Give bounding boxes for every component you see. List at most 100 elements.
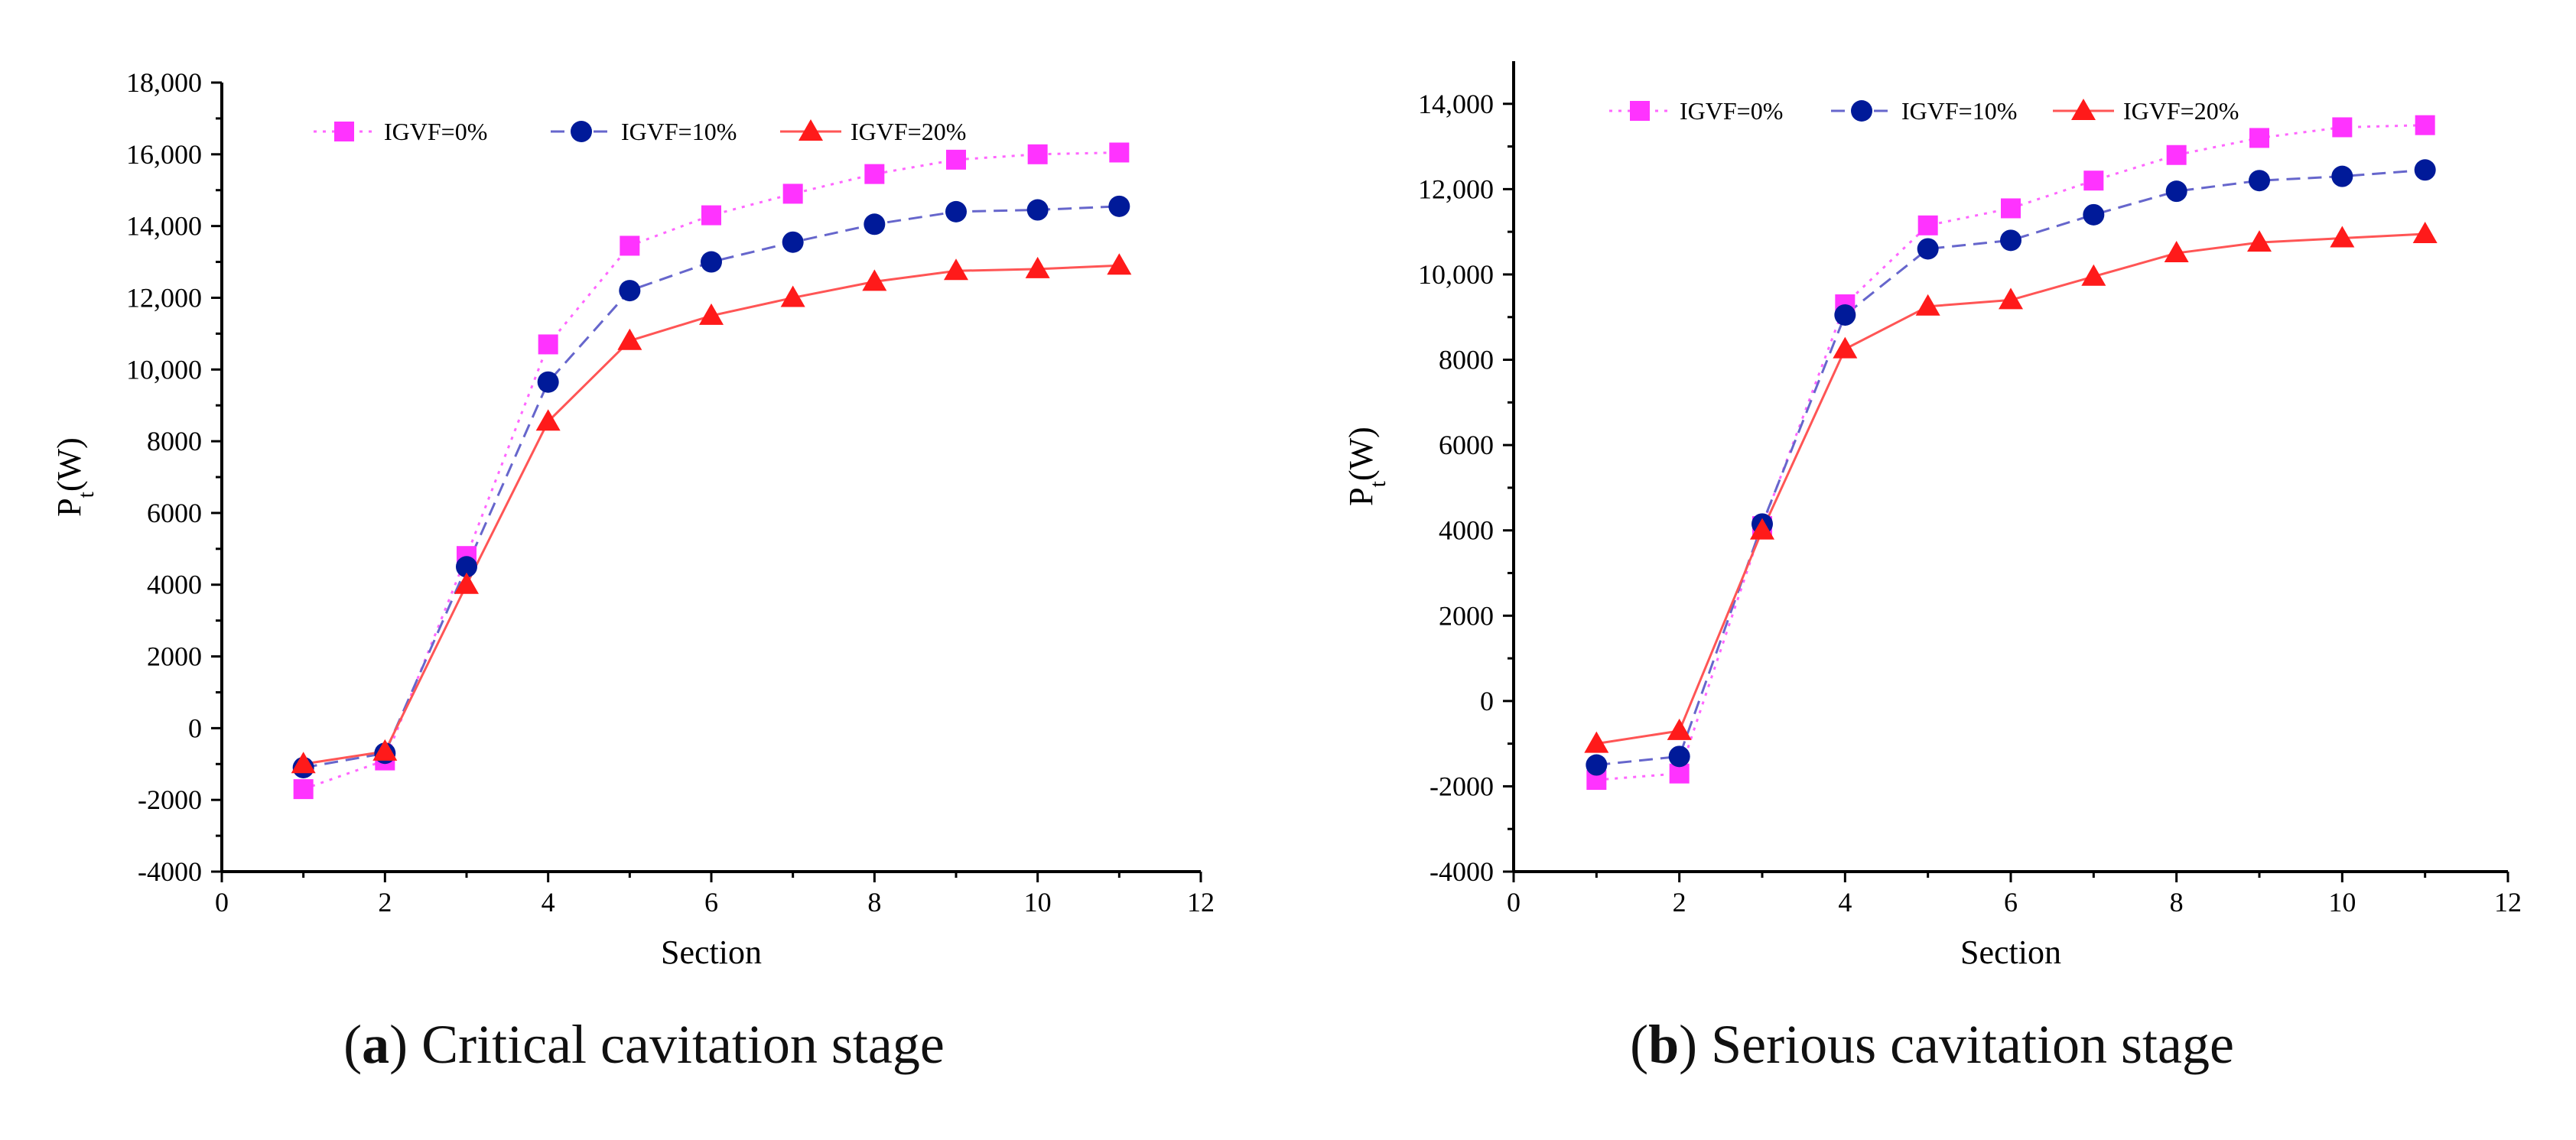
chart-a-y-tick-label: 0	[188, 713, 202, 743]
chart-b-point-igvf-20	[2164, 241, 2189, 263]
chart-b-point-igvf-20	[2081, 264, 2106, 286]
chart-a-y-tick-label: 4000	[147, 570, 202, 600]
chart-a-point-igvf-20	[535, 409, 561, 431]
chart-b-point-igvf-20	[1999, 287, 2023, 310]
chart-a-legend: IGVF=0% IGVF=10% IGVF=20%	[314, 118, 966, 145]
chart-b-legend-marker-igvf-10	[1851, 100, 1872, 122]
chart-a-point-igvf-10	[782, 231, 804, 253]
panel-a: -4000 -2000 0 2000 4000 6000 8000 10,000 12,000 1…	[50, 67, 1215, 1075]
chart-a-point-igvf-0	[620, 235, 640, 256]
chart-a-point-igvf-20	[780, 285, 805, 307]
chart-b-x-tick-label: 12	[2494, 887, 2522, 918]
chart-a-legend-marker-igvf-20	[798, 119, 823, 141]
chart-a-y-axis-title-main: P	[50, 498, 88, 516]
chart-b-point-igvf-10	[2414, 159, 2436, 181]
caption-b-letter: b	[1648, 1014, 1680, 1075]
chart-a-point-igvf-0	[1109, 142, 1130, 163]
chart-a-x-axis-title: Section	[661, 934, 762, 971]
chart-a: -4000 -2000 0 2000 4000 6000 8000 10,000 12,000 1…	[50, 67, 1215, 971]
chart-b-point-igvf-10	[1917, 238, 1939, 260]
chart-a-point-igvf-20	[862, 269, 887, 291]
chart-b-y-axis-title-sub: t	[1365, 480, 1390, 487]
chart-b-y-tick-label: 12,000	[1418, 174, 1494, 204]
chart-a-y-tick-label: 6000	[147, 498, 202, 528]
chart-a-legend-label-igvf-10: IGVF=10%	[621, 118, 737, 145]
chart-b-point-igvf-0	[2415, 115, 2435, 135]
chart-a-point-igvf-0	[946, 149, 966, 170]
chart-a-point-igvf-0	[293, 779, 314, 800]
chart-a-x-tick-label: 12	[1187, 887, 1215, 918]
chart-a-point-igvf-0	[538, 334, 558, 355]
chart-a-series-line-igvf-0	[303, 151, 1120, 791]
chart-a-point-igvf-20	[1025, 256, 1050, 278]
chart-b-point-igvf-10	[1668, 745, 1690, 768]
chart-a-point-igvf-0	[1027, 144, 1048, 164]
chart-b: -4000 -2000 0 2000 4000 6000 8000 10,000 12,000 1…	[1342, 61, 2522, 971]
chart-b-y-tick-label: 8000	[1439, 345, 1494, 375]
chart-b-x-tick-label: 2	[1673, 887, 1686, 918]
chart-a-legend-label-igvf-20: IGVF=20%	[851, 118, 966, 145]
chart-a-point-igvf-10	[864, 213, 886, 235]
caption-b-text: Serious cavitation stage	[1711, 1014, 2234, 1075]
chart-b-x-axis-title: Section	[1960, 934, 2061, 971]
chart-b-y-tick-label: -4000	[1429, 856, 1494, 887]
chart-a-point-igvf-10	[1026, 199, 1049, 221]
chart-a-y-axis-title-unit: (W)	[50, 437, 88, 492]
chart-b-point-igvf-20	[1833, 336, 1858, 359]
chart-b-y-tick-label: 14,000	[1418, 89, 1494, 119]
chart-b-y-tick-label: 10,000	[1418, 259, 1494, 290]
chart-b-legend: IGVF=0% IGVF=10% IGVF=20%	[1609, 97, 2239, 125]
chart-b-x-tick-label: 8	[2170, 887, 2184, 918]
chart-a-y-tick-label: 18,000	[126, 67, 202, 98]
chart-b-point-igvf-0	[2083, 171, 2104, 191]
chart-a-y-tick-label: 10,000	[126, 354, 202, 385]
chart-a-point-igvf-10	[456, 556, 477, 578]
chart-b-point-igvf-10	[2165, 180, 2187, 203]
chart-a-y-axis-title-sub: t	[73, 491, 99, 498]
panel-b: -4000 -2000 0 2000 4000 6000 8000 10,000 12,000 1…	[1288, 0, 2576, 1140]
chart-b-point-igvf-20	[2412, 221, 2438, 243]
chart-a-point-igvf-0	[701, 205, 721, 226]
chart-a-y-tick-label: -4000	[138, 856, 202, 887]
chart-a-point-igvf-20	[944, 258, 968, 281]
chart-b-y-axis-title: Pt(W)	[1342, 427, 1390, 506]
chart-b-point-igvf-0	[2166, 145, 2187, 165]
chart-a-x-tick-label: 10	[1024, 887, 1052, 918]
chart-b-point-igvf-0	[2001, 198, 2021, 219]
chart-a-point-igvf-20	[1107, 253, 1132, 275]
chart-a-point-igvf-20	[372, 739, 398, 761]
chart-a-point-igvf-10	[1108, 195, 1130, 217]
chart-b-y-tick-label: 6000	[1439, 430, 1494, 460]
chart-b-point-igvf-10	[2083, 203, 2105, 226]
chart-b-legend-marker-igvf-20	[2071, 99, 2096, 120]
chart-a-series-line-igvf-10	[303, 205, 1120, 769]
chart-a-y-tick-label: 16,000	[126, 139, 202, 170]
chart-a-y-tick-label: 12,000	[126, 282, 202, 313]
chart-b-point-igvf-10	[2331, 165, 2353, 187]
chart-b-series-line-igvf-10	[1596, 168, 2425, 767]
chart-a-point-igvf-0	[864, 164, 885, 184]
chart-a-y-tick-label: 2000	[147, 641, 202, 672]
chart-b-y-tick-label: 0	[1480, 686, 1494, 716]
chart-a-point-igvf-10	[701, 251, 722, 273]
chart-b-point-igvf-20	[1915, 294, 1940, 316]
chart-b-point-igvf-10	[1834, 304, 1856, 326]
caption-a: (a) Critical cavitation stage	[343, 1014, 945, 1075]
caption-b: (b) Serious cavitation stage	[1630, 1014, 2234, 1075]
chart-a-x-tick-label: 0	[215, 887, 229, 918]
caption-a-text: Critical cavitation stage	[421, 1014, 945, 1075]
chart-a-series-line-igvf-20	[303, 264, 1120, 765]
chart-a-point-igvf-20	[617, 328, 642, 350]
chart-b-legend-marker-igvf-0	[1630, 101, 1650, 121]
chart-a-y-tick-label: 14,000	[126, 211, 202, 242]
chart-a-y-axis-title: Pt(W)	[50, 437, 99, 517]
chart-b-point-igvf-20	[2330, 226, 2355, 248]
chart-b-y-tick-label: 4000	[1439, 515, 1494, 546]
chart-a-point-igvf-10	[945, 200, 967, 222]
chart-a-point-igvf-10	[537, 371, 559, 393]
chart-b-point-igvf-20	[2247, 230, 2272, 252]
chart-b-x-tick-label: 0	[1507, 887, 1521, 918]
chart-b-y-tick-label: 2000	[1439, 600, 1494, 631]
chart-b-point-igvf-10	[2249, 170, 2270, 192]
chart-b-y-axis-title-unit: (W)	[1342, 427, 1380, 481]
